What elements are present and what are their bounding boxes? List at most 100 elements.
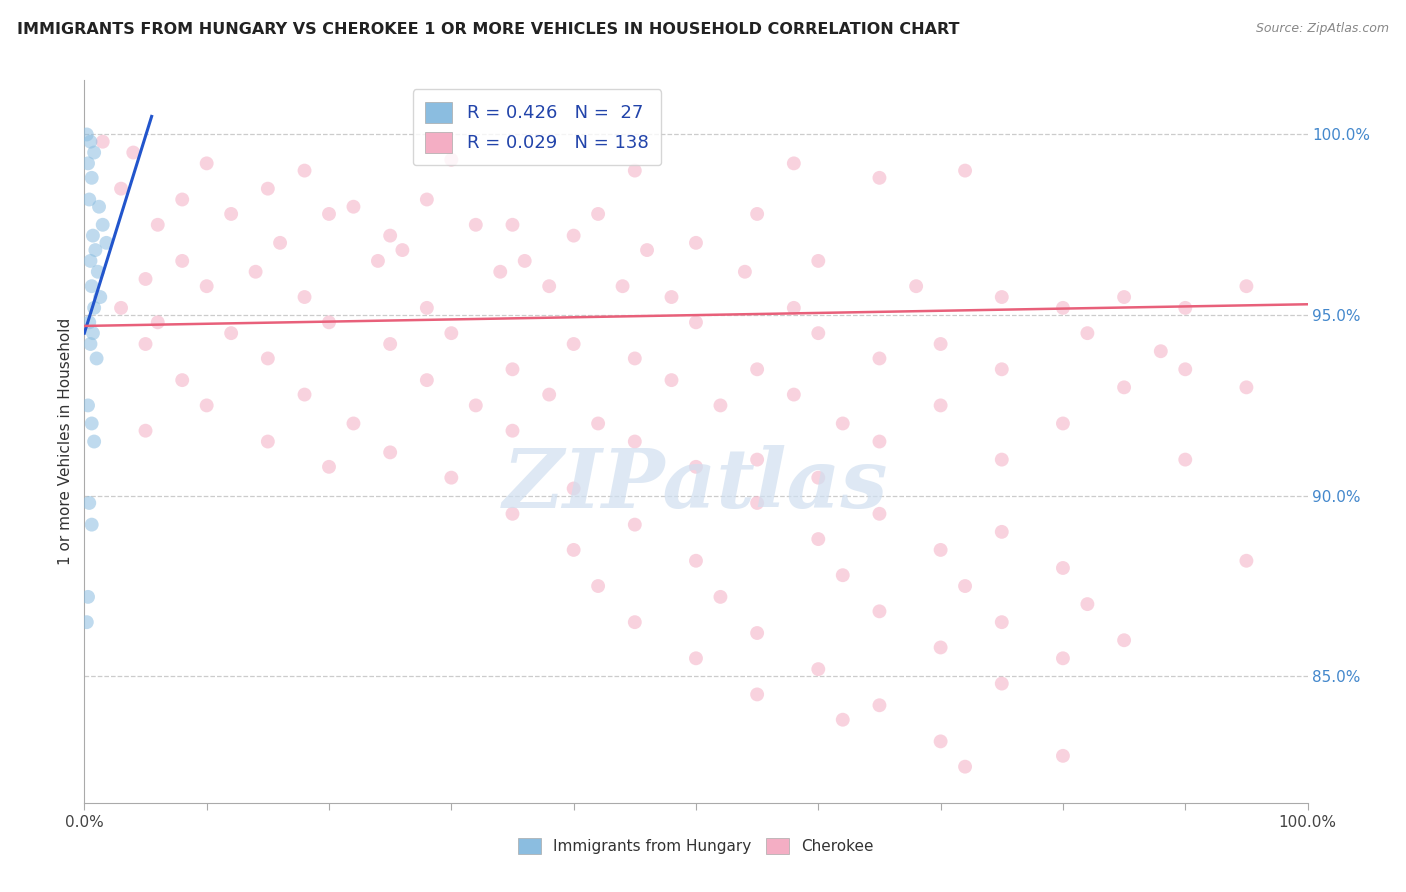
Point — [77, 496, 100, 510]
Point — [91, 135, 114, 149]
Point — [953, 163, 976, 178]
Point — [612, 279, 634, 293]
Point — [135, 337, 157, 351]
Point — [96, 235, 118, 250]
Point — [269, 235, 291, 250]
Legend: Immigrants from Hungary, Cherokee: Immigrants from Hungary, Cherokee — [512, 832, 880, 860]
Point — [83, 145, 105, 160]
Point — [807, 254, 830, 268]
Point — [562, 228, 585, 243]
Point — [1174, 362, 1197, 376]
Point — [685, 315, 707, 329]
Point — [831, 713, 853, 727]
Point — [380, 445, 402, 459]
Point — [1052, 301, 1074, 315]
Point — [89, 290, 111, 304]
Point — [1236, 380, 1258, 394]
Point — [79, 254, 101, 268]
Point — [146, 315, 169, 329]
Point — [991, 676, 1014, 690]
Point — [1114, 380, 1136, 394]
Point — [77, 315, 100, 329]
Point — [929, 337, 952, 351]
Point — [991, 452, 1014, 467]
Point — [1076, 326, 1098, 341]
Point — [783, 301, 806, 315]
Point — [110, 301, 132, 315]
Point — [257, 351, 280, 366]
Point — [135, 272, 157, 286]
Point — [76, 128, 98, 142]
Point — [489, 265, 512, 279]
Point — [929, 640, 952, 655]
Point — [76, 615, 98, 630]
Point — [440, 471, 463, 485]
Point — [513, 254, 536, 268]
Point — [869, 604, 891, 618]
Point — [685, 235, 707, 250]
Point — [1236, 279, 1258, 293]
Point — [172, 373, 194, 387]
Point — [294, 387, 316, 401]
Point — [464, 399, 486, 413]
Point — [502, 362, 524, 376]
Point — [991, 615, 1014, 630]
Point — [1174, 301, 1197, 315]
Point — [709, 399, 731, 413]
Point — [624, 434, 647, 449]
Point — [318, 459, 340, 474]
Point — [84, 243, 107, 257]
Y-axis label: 1 or more Vehicles in Household: 1 or more Vehicles in Household — [58, 318, 73, 566]
Point — [391, 243, 413, 257]
Point — [79, 337, 101, 351]
Point — [685, 651, 707, 665]
Point — [77, 399, 100, 413]
Point — [747, 362, 769, 376]
Point — [831, 568, 853, 582]
Point — [685, 554, 707, 568]
Point — [172, 193, 194, 207]
Point — [747, 452, 769, 467]
Point — [342, 200, 364, 214]
Point — [807, 662, 830, 676]
Point — [1150, 344, 1173, 359]
Point — [440, 326, 463, 341]
Point — [747, 626, 769, 640]
Point — [464, 218, 486, 232]
Point — [367, 254, 389, 268]
Point — [807, 326, 830, 341]
Point — [661, 290, 683, 304]
Point — [86, 351, 108, 366]
Point — [991, 362, 1014, 376]
Point — [586, 207, 609, 221]
Point — [294, 290, 316, 304]
Point — [783, 387, 806, 401]
Point — [869, 698, 891, 713]
Point — [257, 182, 280, 196]
Point — [1052, 561, 1074, 575]
Point — [586, 417, 609, 431]
Point — [87, 200, 110, 214]
Point — [87, 265, 110, 279]
Point — [869, 507, 891, 521]
Point — [953, 760, 976, 774]
Point — [747, 207, 769, 221]
Point — [831, 417, 853, 431]
Point — [219, 326, 242, 341]
Point — [783, 156, 806, 170]
Point — [257, 434, 280, 449]
Point — [1076, 597, 1098, 611]
Point — [195, 156, 218, 170]
Point — [1052, 417, 1074, 431]
Point — [562, 543, 585, 558]
Point — [869, 434, 891, 449]
Point — [416, 193, 439, 207]
Point — [869, 351, 891, 366]
Point — [709, 590, 731, 604]
Point — [562, 482, 585, 496]
Point — [380, 228, 402, 243]
Point — [77, 590, 100, 604]
Text: Source: ZipAtlas.com: Source: ZipAtlas.com — [1256, 22, 1389, 36]
Point — [538, 279, 561, 293]
Point — [77, 193, 100, 207]
